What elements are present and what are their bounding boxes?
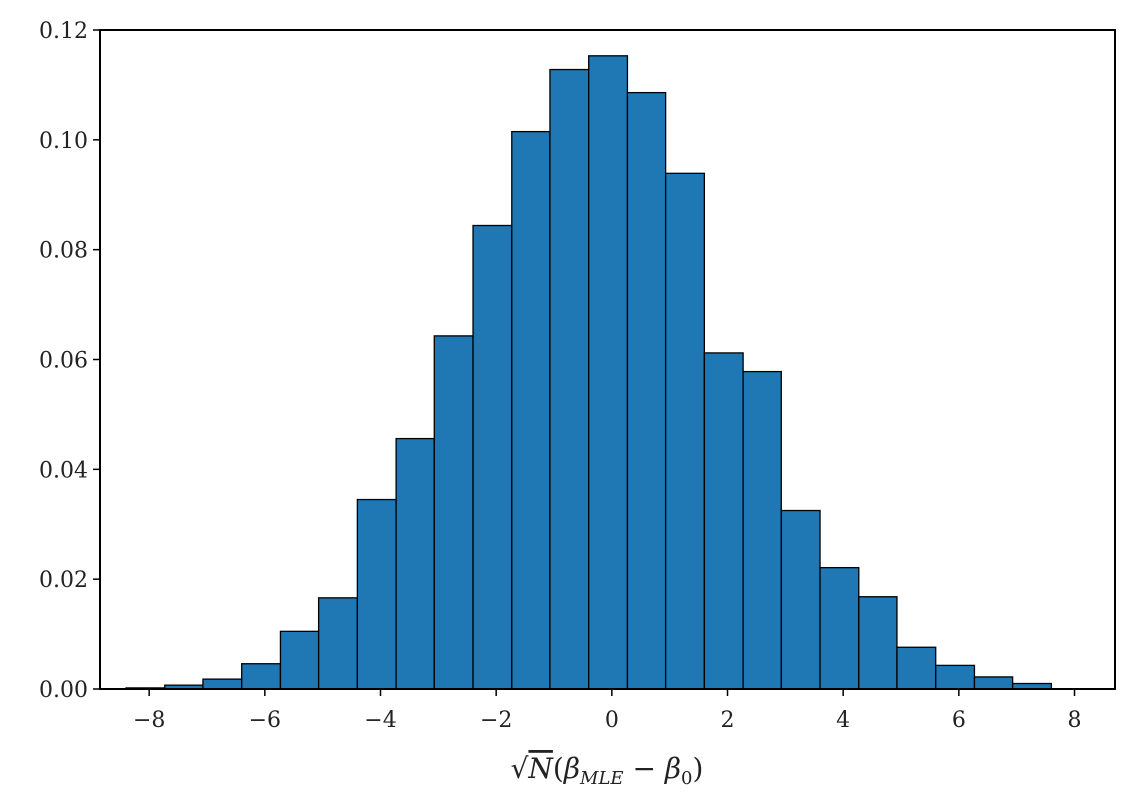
bars-group	[125, 55, 1053, 690]
histogram-bar-4	[279, 630, 320, 690]
histogram-bar-13	[626, 91, 667, 690]
y-tick-label: 0.08	[39, 239, 88, 264]
y-tick-label: 0.00	[39, 678, 88, 703]
minus-sign: −	[624, 752, 665, 785]
histogram-bar-21	[935, 664, 976, 690]
x-axis: −8 −6 −4 −2 0 2 4 6 8	[133, 689, 1082, 733]
histogram-bar-10	[511, 130, 551, 690]
histogram-bar-11	[549, 68, 590, 690]
histogram-bar-2	[202, 678, 243, 690]
histogram-bar-18	[819, 566, 860, 690]
histogram-bar-3	[241, 663, 282, 690]
mle-subscript: MLE	[579, 768, 624, 789]
y-tick-label: 0.06	[39, 349, 88, 374]
y-tick-label: 0.12	[39, 19, 88, 44]
beta0-symbol: β	[664, 752, 681, 785]
y-tick-label: 0.04	[39, 458, 88, 483]
y-tick-label: 0.10	[39, 129, 88, 154]
histogram-bar-14	[664, 172, 706, 690]
x-tick-label: 8	[1068, 708, 1082, 733]
x-tick-label: −2	[480, 708, 512, 733]
histogram-bar-17	[780, 509, 821, 690]
histogram-bar-16	[742, 370, 782, 690]
histogram-bar-7	[395, 437, 435, 690]
x-tick-label: 0	[605, 708, 619, 733]
close-paren: )	[692, 752, 703, 785]
y-tick-label: 0.02	[39, 568, 88, 593]
zero-subscript: 0	[681, 768, 692, 789]
histogram-bar-19	[858, 596, 898, 690]
histogram-bar-8	[433, 335, 474, 690]
y-axis: 0.00 0.02 0.04 0.06 0.08 0.10 0.12	[39, 19, 100, 703]
histogram-bar-9	[472, 224, 513, 690]
open-paren: (	[553, 752, 564, 785]
n-symbol: N	[527, 752, 554, 785]
histogram-bar-6	[356, 498, 397, 690]
histogram-bar-15	[703, 352, 744, 690]
x-tick-label: 6	[952, 708, 966, 733]
x-axis-title: √N(βMLE − β0)	[511, 752, 704, 789]
x-tick-label: −8	[133, 708, 165, 733]
sqrt-symbol: √	[511, 752, 529, 785]
x-tick-label: −6	[249, 708, 281, 733]
histogram-bar-12	[588, 55, 629, 690]
x-tick-label: −4	[364, 708, 396, 733]
histogram-bar-20	[896, 646, 937, 690]
histogram-bar-5	[317, 597, 359, 690]
x-tick-label: 2	[721, 708, 735, 733]
beta-symbol: β	[563, 752, 580, 785]
x-tick-label: 4	[836, 708, 850, 733]
histogram-bar-22	[973, 676, 1014, 690]
